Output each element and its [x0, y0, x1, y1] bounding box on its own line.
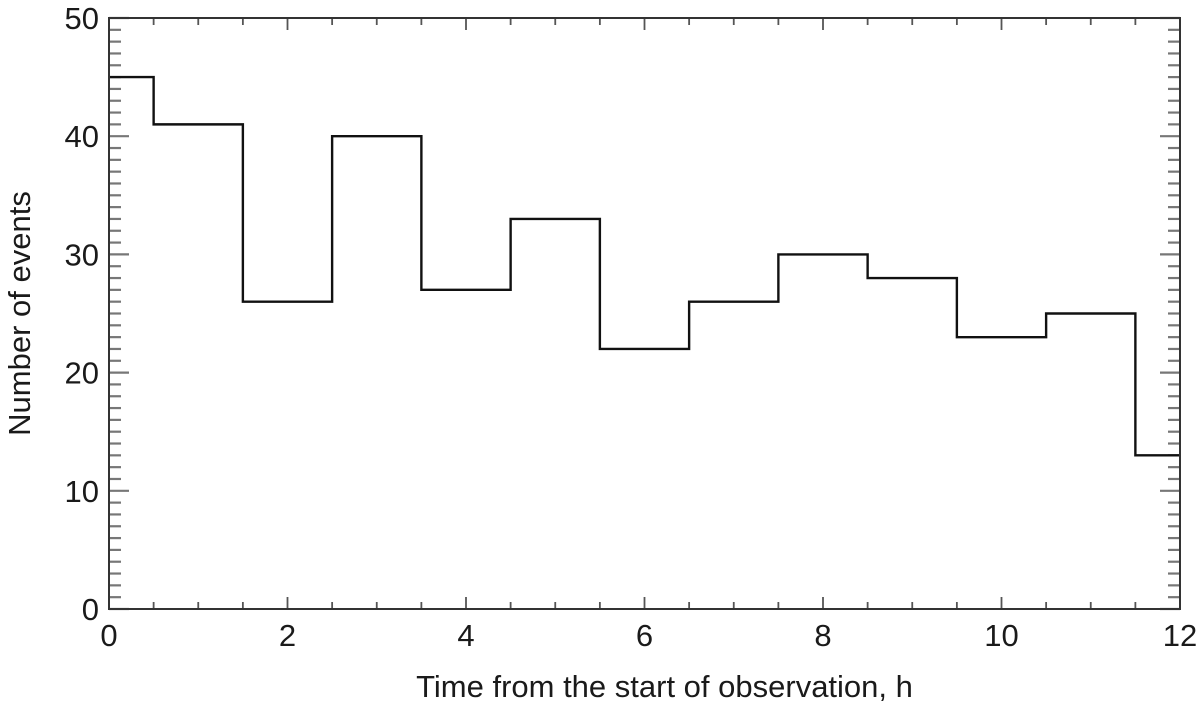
plot-frame	[108, 17, 1181, 610]
x-tick-label: 6	[636, 618, 653, 653]
x-tick-label: 8	[814, 618, 831, 653]
y-axis-label: Number of events	[2, 191, 37, 436]
x-tick-label: 10	[984, 618, 1018, 653]
y-tick-label: 50	[65, 1, 99, 36]
y-axis-tick-labels: 0 10 20 30 40 50	[65, 1, 99, 627]
x-axis-tick-labels: 0 2 4 6 8 10 12	[100, 618, 1197, 653]
y-tick-label: 30	[65, 237, 99, 272]
x-tick-label: 2	[279, 618, 296, 653]
y-tick-label: 20	[65, 356, 99, 391]
x-tick-label: 0	[100, 618, 117, 653]
histogram-step-line	[109, 75, 1180, 457]
x-axis-label: Time from the start of observation, h	[416, 669, 913, 704]
y-tick-label: 10	[65, 474, 99, 509]
x-tick-label: 4	[457, 618, 474, 653]
y-tick-label: 40	[65, 119, 99, 154]
y-tick-label: 0	[82, 592, 99, 627]
x-tick-label: 12	[1163, 618, 1197, 653]
major-ticks	[108, 16, 1181, 611]
minor-ticks	[109, 18, 1180, 609]
